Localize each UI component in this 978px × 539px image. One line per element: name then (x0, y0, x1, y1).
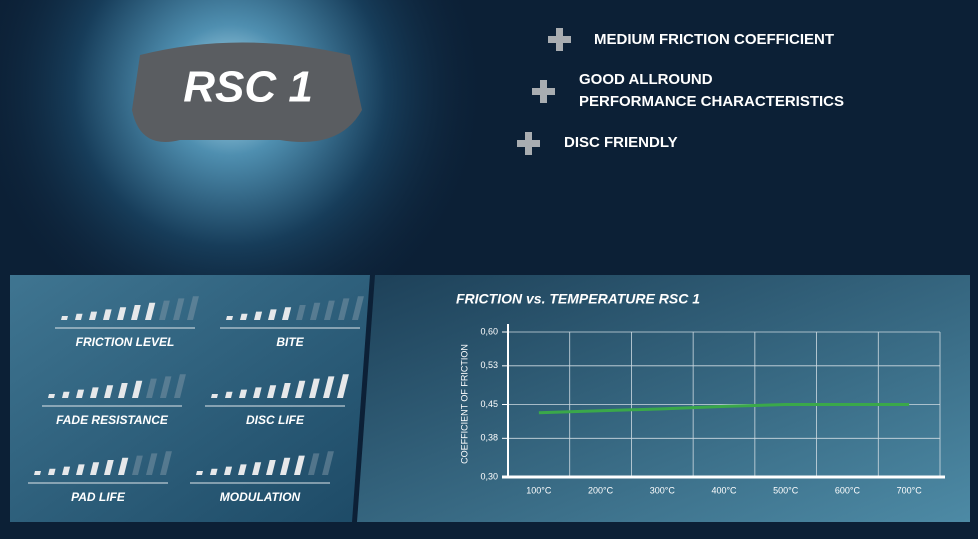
meter-bar (90, 462, 100, 475)
rating-label: FRICTION LEVEL (76, 335, 175, 349)
meter-bar (240, 313, 248, 320)
meter-bar (267, 385, 277, 398)
y-tick-label: 0,45 (480, 399, 498, 409)
meter-bar (225, 391, 233, 398)
rating-meter (34, 451, 172, 475)
meter-bar (266, 460, 276, 475)
rating-meter (61, 296, 199, 320)
feature: DISC FRIENDLY (564, 134, 678, 151)
rating-label: PAD LIFE (71, 490, 126, 504)
meter-bar (226, 316, 233, 320)
meter-bar (34, 471, 41, 475)
meter-bar (76, 389, 85, 398)
meter-bar (280, 457, 291, 475)
meter-bar (253, 387, 262, 398)
meter-bar (62, 391, 70, 398)
meter-bar (239, 389, 248, 398)
meter-bar (118, 383, 128, 398)
x-tick-label: 300°C (650, 485, 676, 495)
meter-bar (295, 380, 306, 398)
series-line (538, 403, 910, 415)
rating-label: FADE RESISTANCE (56, 413, 169, 427)
meter-bar (323, 376, 335, 398)
meter-bar (160, 451, 172, 475)
meter-bar (48, 468, 56, 475)
meter-bar (187, 296, 199, 320)
meter-bar (324, 300, 335, 320)
meter-bar (196, 471, 203, 475)
product-name: RSC 1 (183, 63, 313, 112)
pad-shape (132, 42, 362, 142)
meter-bar (309, 378, 320, 398)
meter-bar (132, 380, 143, 398)
dynamic: FRICTION LEVEL BITE FADE RESISTANCE DISC LI… (28, 296, 945, 504)
rating-label: BITE (276, 335, 304, 349)
y-tick-label: 0,38 (480, 433, 498, 443)
features: MEDIUM FRICTION COEFFICIENT GOOD ALLROUN… (564, 31, 844, 151)
meter-bar (104, 385, 114, 398)
x-tick-label: 100°C (526, 485, 552, 495)
x-tick-label: 700°C (897, 485, 923, 495)
meter-bar (294, 455, 305, 475)
feature: MEDIUM FRICTION COEFFICIENT (594, 31, 834, 48)
rating-meter (48, 374, 186, 398)
meter-bar (131, 305, 141, 320)
feature: GOOD ALLROUND (579, 71, 713, 88)
y-tick-label: 0,60 (480, 326, 498, 336)
rating-label: DISC LIFE (246, 413, 305, 427)
meter-bar (174, 374, 186, 398)
rating-meter (226, 296, 364, 320)
meter-bar (117, 307, 127, 320)
meter-bar (173, 298, 185, 320)
meter-bar (61, 316, 68, 320)
x-tick-label: 600°C (835, 485, 861, 495)
feature: PERFORMANCE CHARACTERISTICS (579, 93, 844, 110)
meter-bar (282, 307, 292, 320)
meter-bar (75, 313, 83, 320)
meter-bar (254, 311, 263, 320)
y-axis-label: COEFFICIENT OF FRICTION (459, 344, 469, 464)
ratings-panel (10, 275, 370, 522)
x-tick-label: 500°C (773, 485, 799, 495)
meter-bar (103, 309, 112, 320)
meter-bar (322, 451, 334, 475)
meter-bar (338, 298, 350, 320)
meter-bar (252, 462, 262, 475)
meter-bar (281, 383, 291, 398)
rating-meter (211, 374, 349, 398)
meter-bar (48, 394, 55, 398)
meter-bar (310, 302, 321, 320)
meter-bar (146, 378, 157, 398)
meter-bar (159, 300, 170, 320)
meter-bar (296, 305, 306, 320)
chart-title: FRICTION vs. TEMPERATURE RSC 1 (456, 291, 700, 307)
rating-meter (196, 451, 334, 475)
meter-bar (118, 457, 129, 475)
y-tick-label: 0,30 (480, 471, 498, 481)
meter-bar (132, 455, 143, 475)
meter-bar (352, 296, 364, 320)
meter-bar (160, 376, 172, 398)
meter-bar (308, 453, 320, 475)
x-tick-label: 200°C (588, 485, 614, 495)
meter-bar (89, 311, 98, 320)
meter-bar (104, 460, 114, 475)
meter-bar (90, 387, 99, 398)
meter-bar (238, 464, 247, 475)
meter-bar (76, 464, 85, 475)
meter-bar (146, 453, 158, 475)
rating-label: MODULATION (220, 490, 301, 504)
meter-bar (145, 302, 156, 320)
plus-icons (517, 28, 571, 155)
meter-bar (268, 309, 277, 320)
meter-bar (62, 466, 71, 475)
y-tick-label: 0,53 (480, 360, 498, 370)
meter-bar (210, 468, 218, 475)
meter-bar (211, 394, 218, 398)
meter-bar (224, 466, 233, 475)
x-tick-label: 400°C (711, 485, 737, 495)
meter-bar (337, 374, 349, 398)
